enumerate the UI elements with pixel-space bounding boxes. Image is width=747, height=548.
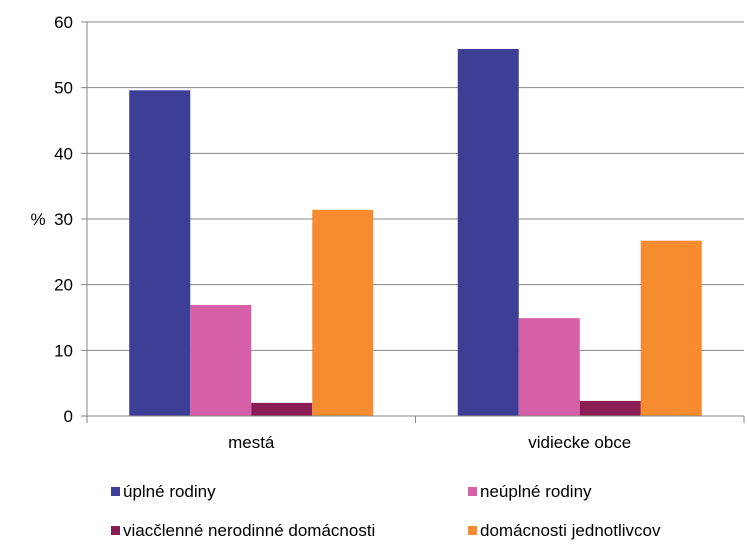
- bar-1-0: [190, 305, 252, 416]
- legend-label: neúplné rodiny: [480, 482, 592, 501]
- bar-2-0: [251, 402, 313, 416]
- bar-2-1: [579, 400, 641, 416]
- x-axis-labels: mestá vidiecke obce: [228, 433, 631, 452]
- bar-3-0: [312, 209, 374, 416]
- y-axis-ticks: 0 10 20 30 40 50 60: [54, 13, 87, 426]
- bar-3-1: [640, 240, 702, 416]
- y-axis-label: %: [30, 210, 45, 229]
- bar-0-1: [457, 48, 519, 416]
- x-category-label: vidiecke obce: [528, 433, 631, 452]
- y-tick-label: 50: [54, 79, 73, 98]
- bar-0-0: [129, 90, 191, 416]
- legend-swatch: [111, 487, 120, 496]
- legend-swatch: [111, 526, 120, 535]
- legend-swatch: [468, 487, 477, 496]
- legend-label: domácnosti jednotlivcov: [480, 521, 661, 540]
- legend-label: viacčlenné nerodinné domácnosti: [123, 521, 375, 540]
- y-tick-label: 20: [54, 276, 73, 295]
- bars: [129, 48, 702, 416]
- y-tick-label: 30: [54, 210, 73, 229]
- y-tick-label: 0: [64, 407, 73, 426]
- bar-1-1: [518, 318, 580, 416]
- x-category-label: mestá: [228, 433, 275, 452]
- y-tick-label: 40: [54, 144, 73, 163]
- y-tick-label: 60: [54, 13, 73, 32]
- legend-swatch: [468, 526, 477, 535]
- y-tick-label: 10: [54, 341, 73, 360]
- x-axis: [86, 22, 745, 423]
- legend: úplné rodiny neúplné rodiny viacčlenné ner…: [111, 482, 661, 540]
- legend-label: úplné rodiny: [123, 482, 216, 501]
